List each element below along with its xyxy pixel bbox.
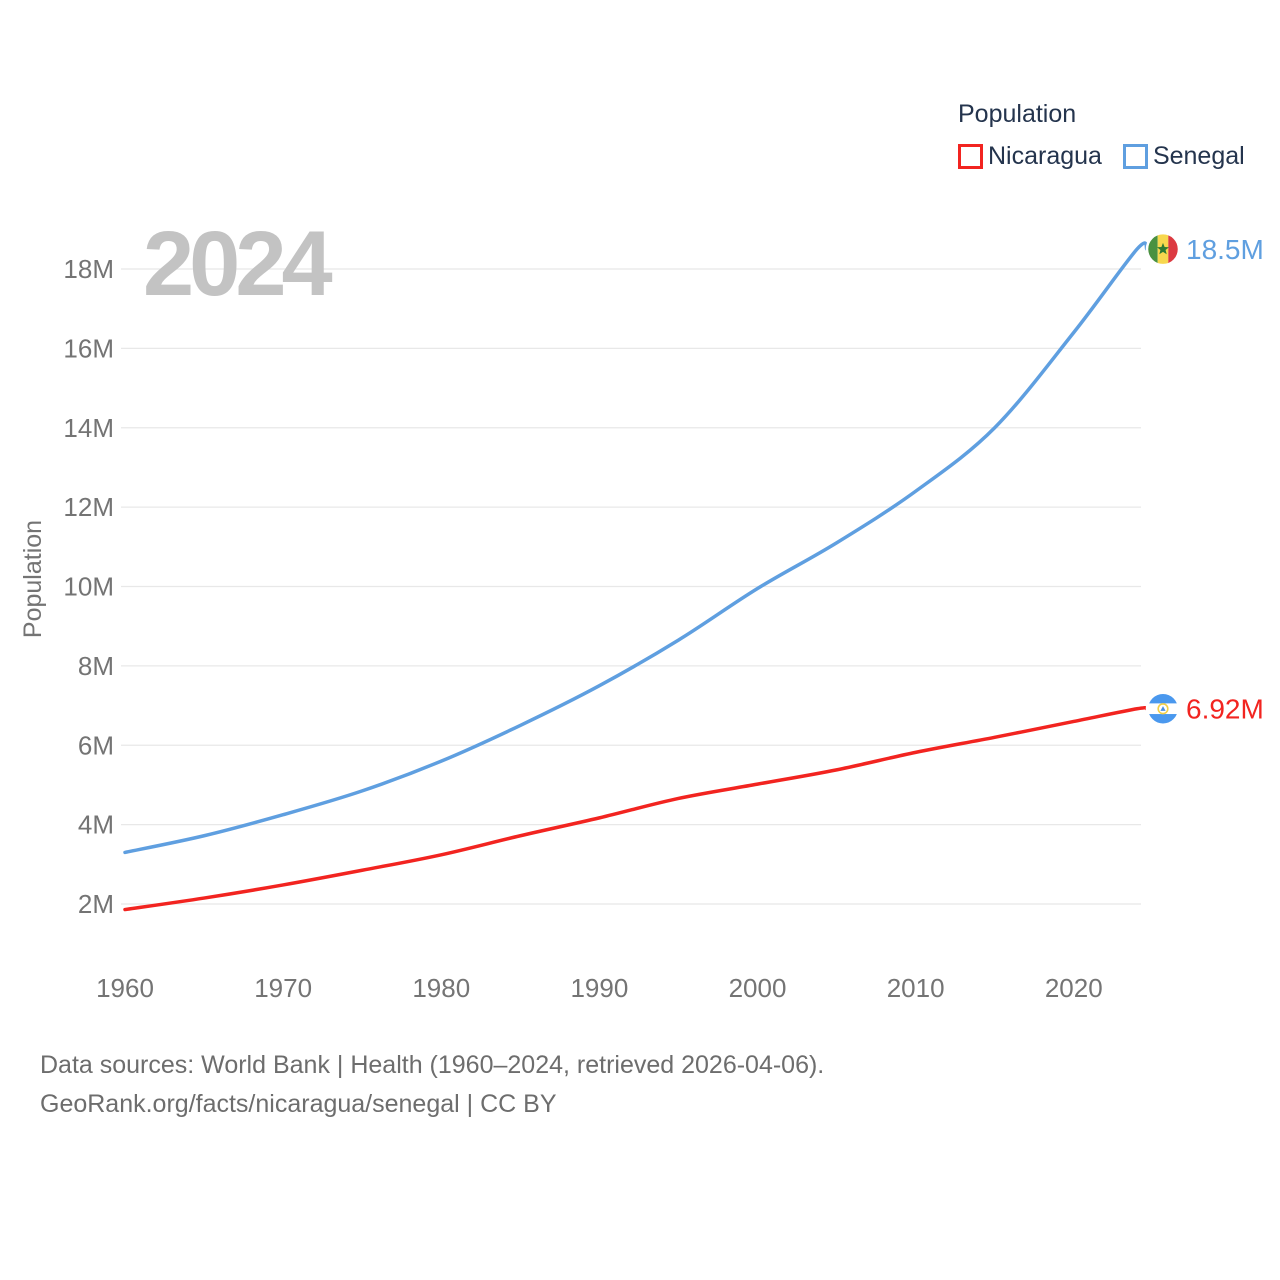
x-tick-label-2000: 2000 (729, 973, 787, 1003)
senegal-flag-icon (1145, 231, 1181, 267)
georank-url-line: GeoRank.org/facts/nicaragua/senegal | CC… (40, 1090, 557, 1118)
x-tick-label-2010: 2010 (887, 973, 945, 1003)
x-tick-label-2020: 2020 (1045, 973, 1103, 1003)
nicaragua-series-swatch (958, 144, 983, 169)
y-tick-label-16M: 16M (63, 333, 114, 363)
nicaragua-line (123, 706, 1149, 912)
legend-item-nicaragua[interactable]: Nicaragua (958, 142, 1102, 171)
year-watermark: 2024 (143, 213, 333, 315)
senegal-series-swatch (1122, 144, 1148, 169)
y-axis-title: Population (19, 520, 47, 638)
y-tick-label-8M: 8M (78, 651, 114, 681)
nicaragua-flag-icon (1145, 691, 1181, 726)
legend-item-label: Senegal (1152, 142, 1245, 170)
senegal-line (123, 241, 1149, 855)
y-tick-label-14M: 14M (63, 413, 114, 443)
attribution: Data sources: World Bank | Health (1960–… (40, 1046, 824, 1124)
senegal-end-label: 18.5M (1186, 234, 1264, 265)
y-tick-label-4M: 4M (78, 810, 114, 840)
y-tick-label-18M: 18M (63, 254, 114, 284)
y-tick-label-12M: 12M (63, 492, 114, 522)
nicaragua-end-label: 6.92M (1186, 694, 1264, 725)
x-tick-label-1960: 1960 (96, 973, 154, 1003)
y-tick-label-2M: 2M (78, 889, 114, 919)
legend-row: Nicaragua Senegal (958, 142, 1245, 171)
data-sources-line: Data sources: World Bank | Health (1960–… (40, 1051, 825, 1079)
x-tick-label-1990: 1990 (570, 973, 628, 1003)
x-tick-label-1970: 1970 (254, 973, 312, 1003)
y-tick-label-6M: 6M (78, 730, 114, 760)
x-tick-label-1980: 1980 (412, 973, 470, 1003)
y-tick-label-10M: 10M (63, 572, 114, 602)
legend-item-label: Nicaragua (988, 142, 1102, 170)
legend-item-senegal[interactable]: Senegal (1122, 142, 1245, 171)
legend: Population Nicaragua Senegal (958, 99, 1245, 171)
legend-title: Population (958, 100, 1077, 128)
